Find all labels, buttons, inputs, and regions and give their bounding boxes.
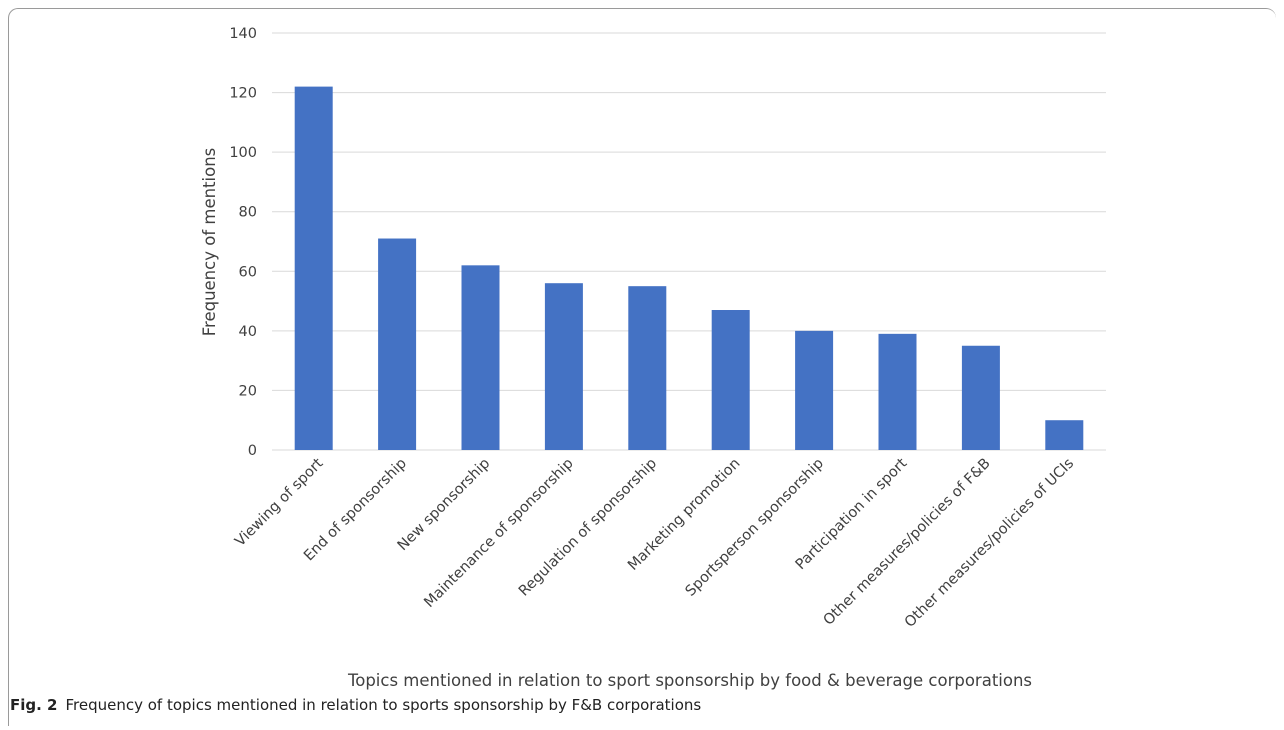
bar xyxy=(294,86,333,450)
figure-label: Fig. 2 xyxy=(10,696,58,714)
bar xyxy=(961,345,1000,450)
x-axis-title: Topics mentioned in relation to sport sp… xyxy=(347,671,1032,690)
bars xyxy=(294,86,1084,450)
y-tick-label: 20 xyxy=(239,383,257,399)
bar xyxy=(795,330,834,450)
x-tick-label: Sportsperson sponsorship xyxy=(683,456,827,600)
y-tick-label: 60 xyxy=(239,264,257,280)
gridlines xyxy=(272,32,1106,451)
x-tick-label: Regulation of sponsorship xyxy=(516,456,660,600)
bar xyxy=(461,265,500,450)
y-tick-label: 120 xyxy=(229,86,257,102)
x-tick-label: Other measures/policies of F&B xyxy=(821,456,994,629)
bar xyxy=(628,286,667,450)
caption-text: Frequency of topics mentioned in relatio… xyxy=(65,696,702,714)
x-tick-label: Viewing of sport xyxy=(232,455,326,549)
figure-frame xyxy=(8,8,1276,726)
bar xyxy=(711,310,750,450)
y-axis-ticks: 0 20 40 60 80 100 120 140 xyxy=(229,26,257,459)
y-tick-label: 100 xyxy=(229,145,257,161)
bar xyxy=(378,238,417,450)
bar xyxy=(544,283,583,450)
figure-caption: Fig. 2 Frequency of topics mentioned in r… xyxy=(10,696,701,714)
bar xyxy=(878,333,917,450)
y-axis-title: Frequency of mentions xyxy=(200,148,219,337)
x-tick-label: New sponsorship xyxy=(395,456,494,555)
y-tick-label: 140 xyxy=(229,26,257,42)
x-tick-label: Other measures/policies of UCIs xyxy=(902,456,1077,631)
y-tick-label: 40 xyxy=(239,324,257,340)
bar xyxy=(1045,420,1084,450)
y-tick-label: 80 xyxy=(239,205,257,221)
x-tick-label: Maintenance of sponsorship xyxy=(421,456,576,611)
y-tick-label: 0 xyxy=(248,443,257,459)
